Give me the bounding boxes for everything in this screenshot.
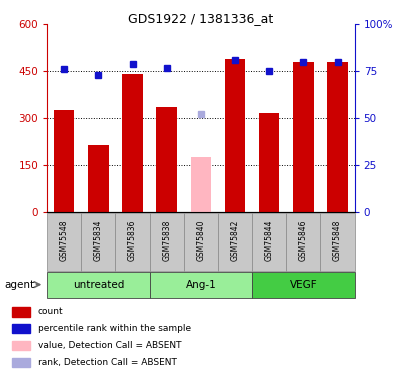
Bar (88, 145, 108, 212)
Text: GSM75846: GSM75846 (298, 220, 307, 261)
Bar (156, 107, 177, 212)
FancyBboxPatch shape (47, 213, 81, 271)
Bar (12, 358, 30, 368)
Text: untreated: untreated (72, 280, 124, 290)
Text: VEGF: VEGF (289, 280, 317, 290)
Bar (224, 59, 245, 212)
Bar (122, 74, 142, 212)
Text: GSM75840: GSM75840 (196, 220, 205, 261)
Text: rank, Detection Call = ABSENT: rank, Detection Call = ABSENT (38, 358, 176, 367)
Text: percentile rank within the sample: percentile rank within the sample (38, 324, 190, 333)
Text: GSM75848: GSM75848 (332, 220, 341, 261)
FancyBboxPatch shape (81, 213, 115, 271)
FancyBboxPatch shape (252, 213, 285, 271)
Text: GSM75834: GSM75834 (94, 220, 103, 261)
Bar (54, 110, 74, 212)
Text: GSM75844: GSM75844 (264, 220, 273, 261)
Bar (12, 324, 30, 333)
Bar (258, 113, 279, 212)
FancyBboxPatch shape (218, 213, 252, 271)
Text: GDS1922 / 1381336_at: GDS1922 / 1381336_at (128, 12, 273, 25)
Text: agent: agent (4, 280, 34, 290)
Text: GSM75836: GSM75836 (128, 220, 137, 261)
FancyBboxPatch shape (149, 213, 183, 271)
FancyBboxPatch shape (183, 213, 218, 271)
FancyBboxPatch shape (252, 272, 354, 298)
Bar (190, 157, 211, 212)
Bar (12, 307, 30, 316)
Text: GSM75838: GSM75838 (162, 220, 171, 261)
Text: GSM75548: GSM75548 (60, 220, 69, 261)
Text: GSM75842: GSM75842 (230, 220, 239, 261)
Text: value, Detection Call = ABSENT: value, Detection Call = ABSENT (38, 341, 181, 350)
Bar (292, 62, 313, 212)
FancyBboxPatch shape (115, 213, 149, 271)
FancyBboxPatch shape (285, 213, 320, 271)
Bar (12, 341, 30, 351)
FancyBboxPatch shape (320, 213, 354, 271)
Bar (326, 62, 347, 212)
FancyBboxPatch shape (47, 272, 149, 298)
Text: count: count (38, 308, 63, 316)
Text: Ang-1: Ang-1 (185, 280, 216, 290)
FancyBboxPatch shape (149, 272, 252, 298)
